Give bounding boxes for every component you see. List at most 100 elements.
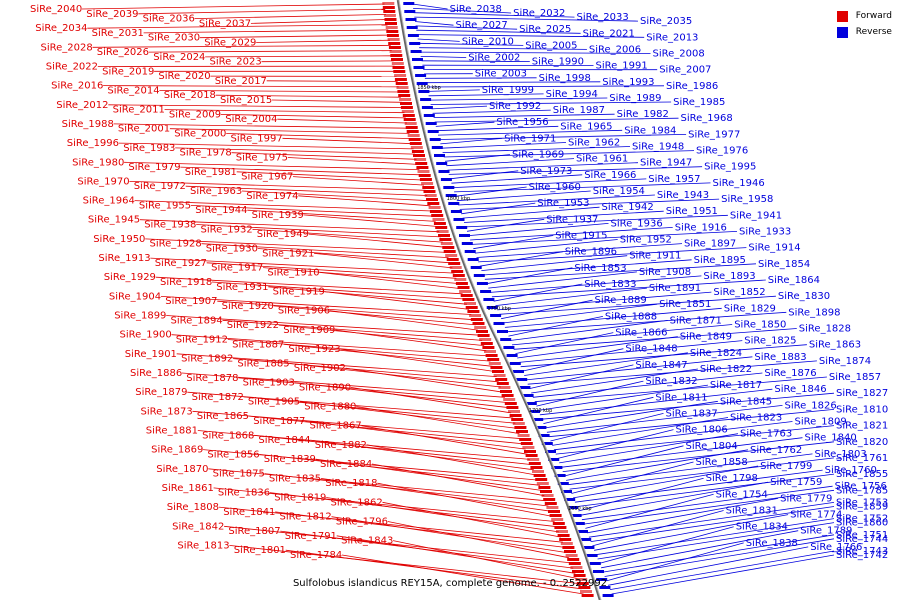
reverse-gene-label[interactable]: SiRe_1993 — [602, 77, 654, 88]
forward-gene-label[interactable]: SiRe_1886 — [130, 368, 182, 379]
forward-gene-label[interactable]: SiRe_1950 — [93, 234, 145, 245]
reverse-gene-label[interactable]: SiRe_1824 — [690, 348, 742, 359]
forward-gene-label[interactable]: SiRe_1903 — [243, 378, 295, 389]
reverse-gene-label[interactable]: SiRe_1991 — [596, 61, 648, 72]
reverse-gene-label[interactable]: SiRe_1943 — [657, 190, 709, 201]
forward-gene-label[interactable]: SiRe_1996 — [67, 138, 119, 149]
reverse-gene-label[interactable]: SiRe_1774 — [790, 510, 842, 521]
forward-gene-label[interactable]: SiRe_1921 — [262, 248, 314, 259]
forward-gene-label[interactable]: SiRe_1881 — [146, 426, 198, 437]
forward-gene-label[interactable]: SiRe_1839 — [264, 454, 316, 465]
reverse-gene-label[interactable]: SiRe_1825 — [744, 336, 796, 347]
forward-gene-label[interactable]: SiRe_1877 — [253, 416, 305, 427]
forward-gene-label[interactable]: SiRe_1967 — [241, 172, 293, 183]
forward-gene-label[interactable]: SiRe_1784 — [290, 550, 342, 561]
forward-gene-label[interactable]: SiRe_1983 — [123, 143, 175, 154]
forward-gene-label[interactable]: SiRe_1880 — [304, 402, 356, 413]
forward-gene-label[interactable]: SiRe_2026 — [97, 47, 149, 58]
reverse-gene-label[interactable]: SiRe_1798 — [706, 473, 758, 484]
reverse-gene-label[interactable]: SiRe_1947 — [640, 158, 692, 169]
forward-gene-label[interactable]: SiRe_1841 — [223, 507, 275, 518]
reverse-gene-label[interactable]: SiRe_1853 — [574, 263, 626, 274]
reverse-gene-label[interactable]: SiRe_1753 — [836, 497, 888, 508]
reverse-gene-label[interactable]: SiRe_1956 — [496, 117, 548, 128]
forward-gene-label[interactable]: SiRe_1901 — [125, 349, 177, 360]
reverse-gene-label[interactable]: SiRe_1888 — [605, 311, 657, 322]
reverse-gene-label[interactable]: SiRe_1951 — [666, 206, 718, 217]
reverse-gene-label[interactable]: SiRe_1971 — [504, 133, 556, 144]
forward-gene-label[interactable]: SiRe_2018 — [164, 90, 216, 101]
reverse-gene-label[interactable]: SiRe_1942 — [602, 202, 654, 213]
forward-gene-label[interactable]: SiRe_1868 — [202, 430, 254, 441]
forward-gene-label[interactable]: SiRe_1949 — [257, 229, 309, 240]
reverse-gene-label[interactable]: SiRe_1851 — [659, 299, 711, 310]
reverse-gene-label[interactable]: SiRe_1961 — [576, 154, 628, 165]
forward-gene-label[interactable]: SiRe_1836 — [218, 488, 270, 499]
reverse-gene-label[interactable]: SiRe_1982 — [617, 109, 669, 120]
forward-gene-label[interactable]: SiRe_1904 — [109, 291, 161, 302]
forward-gene-label[interactable]: SiRe_1927 — [155, 258, 207, 269]
reverse-gene-label[interactable]: SiRe_1937 — [546, 214, 598, 225]
reverse-gene-label[interactable]: SiRe_1908 — [639, 267, 691, 278]
reverse-gene-label[interactable]: SiRe_1752 — [836, 514, 888, 525]
reverse-gene-label[interactable]: SiRe_1837 — [666, 408, 718, 419]
reverse-gene-label[interactable]: SiRe_1810 — [836, 404, 888, 415]
forward-gene-label[interactable]: SiRe_1861 — [162, 483, 214, 494]
reverse-gene-label[interactable]: SiRe_1751 — [836, 530, 888, 541]
reverse-gene-label[interactable]: SiRe_1962 — [568, 138, 620, 149]
reverse-gene-label[interactable]: SiRe_1987 — [553, 105, 605, 116]
forward-gene-label[interactable]: SiRe_2040 — [30, 4, 82, 15]
forward-gene-label[interactable]: SiRe_1920 — [222, 301, 274, 312]
reverse-gene-label[interactable]: SiRe_1914 — [748, 243, 800, 254]
reverse-gene-label[interactable]: SiRe_1946 — [713, 178, 765, 189]
reverse-gene-label[interactable]: SiRe_1817 — [710, 380, 762, 391]
reverse-gene-label[interactable]: SiRe_1832 — [645, 376, 697, 387]
reverse-gene-label[interactable]: SiRe_1852 — [713, 287, 765, 298]
reverse-gene-label[interactable]: SiRe_1760 — [825, 465, 877, 476]
reverse-gene-label[interactable]: SiRe_1742 — [836, 550, 888, 561]
forward-gene-label[interactable]: SiRe_1963 — [190, 186, 242, 197]
reverse-gene-label[interactable]: SiRe_1966 — [584, 170, 636, 181]
forward-gene-label[interactable]: SiRe_1964 — [83, 196, 135, 207]
reverse-gene-label[interactable]: SiRe_1995 — [704, 162, 756, 173]
reverse-gene-label[interactable]: SiRe_1822 — [700, 364, 752, 375]
reverse-gene-label[interactable]: SiRe_1845 — [720, 396, 772, 407]
reverse-gene-label[interactable]: SiRe_1936 — [611, 218, 663, 229]
forward-gene-label[interactable]: SiRe_1900 — [120, 330, 172, 341]
reverse-gene-label[interactable]: SiRe_1833 — [584, 279, 636, 290]
forward-gene-label[interactable]: SiRe_1842 — [172, 521, 224, 532]
forward-gene-label[interactable]: SiRe_2015 — [220, 95, 272, 106]
reverse-gene-label[interactable]: SiRe_1743 — [836, 546, 888, 557]
reverse-gene-label[interactable]: SiRe_1871 — [670, 315, 722, 326]
forward-gene-label[interactable]: SiRe_1931 — [216, 282, 268, 293]
reverse-gene-label[interactable]: SiRe_1838 — [746, 538, 798, 549]
reverse-gene-label[interactable]: SiRe_1960 — [529, 182, 581, 193]
forward-gene-label[interactable]: SiRe_2031 — [92, 28, 144, 39]
reverse-gene-label[interactable]: SiRe_1744 — [836, 534, 888, 545]
forward-gene-label[interactable]: SiRe_1928 — [150, 239, 202, 250]
reverse-gene-label[interactable]: SiRe_1754 — [716, 489, 768, 500]
reverse-gene-label[interactable]: SiRe_1953 — [537, 198, 589, 209]
reverse-gene-label[interactable]: SiRe_1761 — [836, 453, 888, 464]
forward-gene-label[interactable]: SiRe_2012 — [56, 100, 108, 111]
forward-gene-label[interactable]: SiRe_1869 — [151, 445, 203, 456]
reverse-gene-label[interactable]: SiRe_1897 — [684, 239, 736, 250]
forward-gene-label[interactable]: SiRe_1923 — [288, 344, 340, 355]
reverse-gene-label[interactable]: SiRe_1830 — [778, 291, 830, 302]
reverse-gene-label[interactable]: SiRe_1976 — [696, 146, 748, 157]
reverse-gene-label[interactable]: SiRe_1911 — [629, 251, 681, 262]
reverse-gene-label[interactable]: SiRe_1893 — [703, 271, 755, 282]
forward-gene-label[interactable]: SiRe_1873 — [141, 406, 193, 417]
forward-gene-label[interactable]: SiRe_2014 — [107, 85, 159, 96]
reverse-gene-label[interactable]: SiRe_1916 — [675, 222, 727, 233]
reverse-gene-label[interactable]: SiRe_1803 — [815, 449, 867, 460]
forward-gene-label[interactable]: SiRe_1917 — [211, 263, 263, 274]
forward-gene-label[interactable]: SiRe_1890 — [299, 382, 351, 393]
reverse-gene-label[interactable]: SiRe_1804 — [686, 441, 738, 452]
forward-gene-label[interactable]: SiRe_2020 — [158, 71, 210, 82]
forward-gene-label[interactable]: SiRe_2000 — [174, 129, 226, 140]
forward-gene-label[interactable]: SiRe_2029 — [204, 38, 256, 49]
forward-gene-label[interactable]: SiRe_1807 — [228, 526, 280, 537]
reverse-gene-label[interactable]: SiRe_1806 — [676, 425, 728, 436]
reverse-gene-label[interactable]: SiRe_1857 — [829, 372, 881, 383]
